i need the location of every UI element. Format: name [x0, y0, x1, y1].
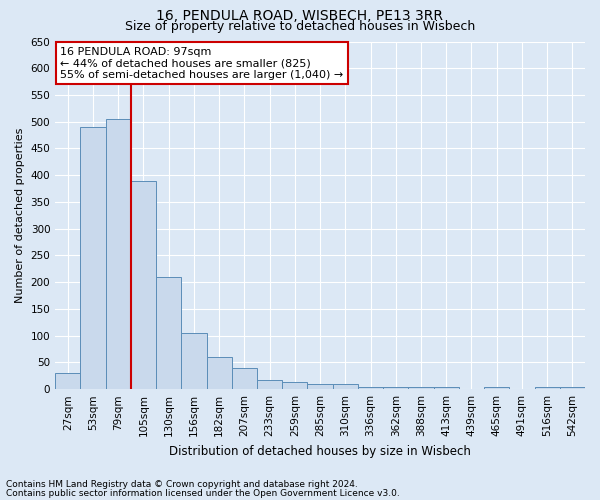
Bar	[307, 384, 332, 389]
Bar	[232, 368, 257, 389]
Bar	[131, 180, 156, 389]
Bar	[181, 333, 206, 389]
Text: Size of property relative to detached houses in Wisbech: Size of property relative to detached ho…	[125, 20, 475, 33]
Bar	[282, 382, 307, 389]
Bar	[332, 384, 358, 389]
Bar	[535, 387, 560, 389]
Bar	[409, 386, 434, 389]
Bar	[434, 387, 459, 389]
Text: 16, PENDULA ROAD, WISBECH, PE13 3RR: 16, PENDULA ROAD, WISBECH, PE13 3RR	[157, 9, 443, 23]
Bar	[206, 357, 232, 389]
Bar	[257, 380, 282, 389]
X-axis label: Distribution of detached houses by size in Wisbech: Distribution of detached houses by size …	[169, 444, 471, 458]
Bar	[560, 387, 585, 389]
Bar	[55, 373, 80, 389]
Text: 16 PENDULA ROAD: 97sqm
← 44% of detached houses are smaller (825)
55% of semi-de: 16 PENDULA ROAD: 97sqm ← 44% of detached…	[61, 46, 344, 80]
Text: Contains HM Land Registry data © Crown copyright and database right 2024.: Contains HM Land Registry data © Crown c…	[6, 480, 358, 489]
Bar	[383, 386, 409, 389]
Bar	[106, 119, 131, 389]
Y-axis label: Number of detached properties: Number of detached properties	[15, 128, 25, 303]
Bar	[358, 386, 383, 389]
Bar	[156, 277, 181, 389]
Text: Contains public sector information licensed under the Open Government Licence v3: Contains public sector information licen…	[6, 489, 400, 498]
Bar	[80, 127, 106, 389]
Bar	[484, 387, 509, 389]
